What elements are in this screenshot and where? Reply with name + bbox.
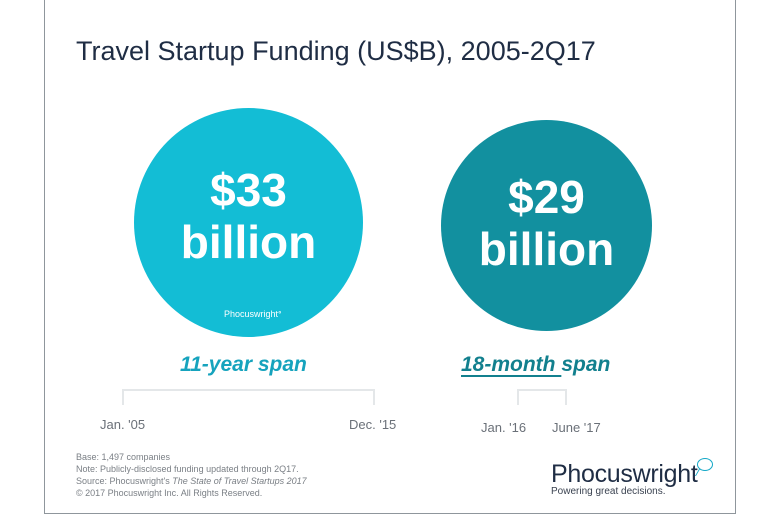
speech-bubble-icon: ᐤ [278,309,282,319]
span-rest: span [561,353,611,376]
tick-start-18-month: Jan. '16 [481,420,527,435]
chart-title: Travel Startup Funding (US$B), 2005-2Q17 [76,36,596,66]
phocuswright-logo: Phocuswright Powering great decisions. [551,458,713,497]
tick-end-11-year: Dec. '15 [349,417,397,432]
note-base: Base: 1,497 companies [76,452,171,462]
logo-tagline: Powering great decisions. [551,486,666,497]
bubble-unit: billion [478,222,615,275]
speech-bubble-icon [697,458,713,471]
tick-start-11-year: Jan. '05 [100,417,146,432]
bubble-amount: $33 [210,163,287,216]
span-label-18-month: 18-month span [461,353,610,377]
bubble-watermark-logo: Phocuswrightᐤ [224,309,282,320]
timeline-bracket-11-year [122,389,375,405]
logo-wordmark: Phocuswright [551,460,698,488]
bubble-amount: $29 [508,170,585,223]
tick-end-18-month: June '17 [552,420,601,435]
watermark-text: Phocuswright [224,309,279,319]
source-title: The State of Travel Startups 2017 [172,476,307,486]
footnotes: Base: 1,497 companies Note: Publicly-dis… [76,451,307,499]
note-source: Source: Phocuswright's The State of Trav… [76,476,307,486]
bubble-unit: billion [180,215,317,268]
bubble-18-month: $29 billion [441,120,652,331]
note-text: Note: Publicly-disclosed funding updated… [76,464,299,474]
span-label-11-year: 11-year span [180,353,307,376]
bubble-11-year: $33 billion [134,108,363,337]
timeline-bracket-18-month [517,389,567,405]
note-copyright: © 2017 Phocuswright Inc. All Rights Rese… [76,488,263,498]
span-emphasis: 18-month [461,353,562,376]
